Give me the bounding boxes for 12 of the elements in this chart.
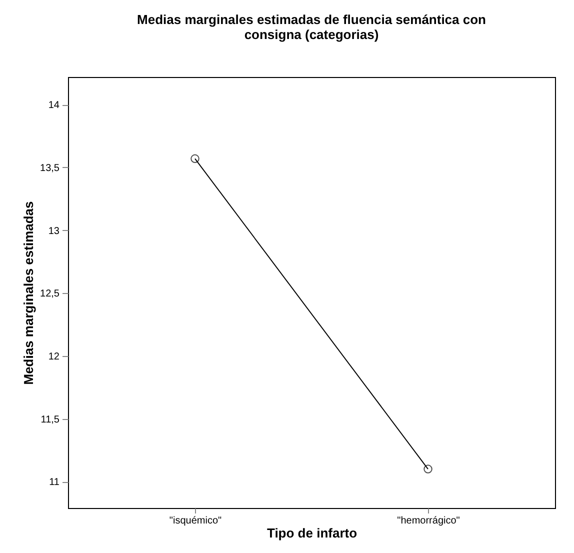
y-tick-label: 12	[48, 351, 60, 362]
y-tick-label: 14	[48, 100, 60, 112]
y-tick-label: 11,5	[40, 414, 60, 426]
chart-title: Medias marginales estimadas de fluencia semántica con consigna (categorias)	[137, 12, 486, 42]
y-axis-title: Medias marginales estimadas	[21, 201, 36, 385]
y-tick-label: 13,5	[40, 162, 60, 174]
x-tick-label: "hemorrágico"	[397, 516, 460, 526]
x-axis-title: Tipo de infarto	[266, 526, 358, 540]
y-tick-label: 13	[48, 226, 60, 237]
x-tick-label: "isquémico"	[169, 516, 222, 526]
y-tick-label: 12,5	[40, 288, 60, 300]
y-tick-label: 11	[49, 477, 60, 488]
